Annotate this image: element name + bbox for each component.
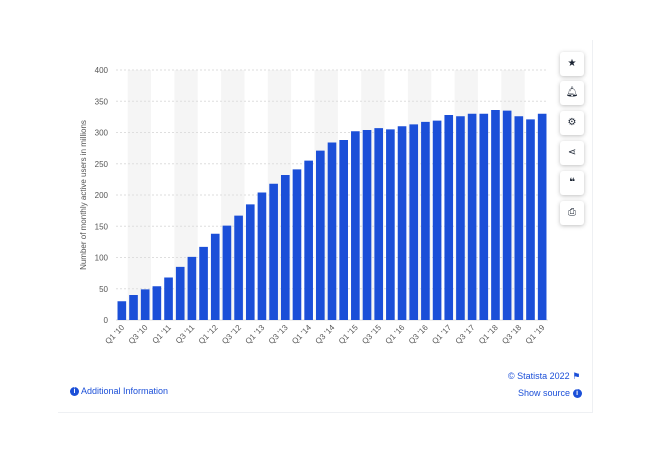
- bar: [514, 116, 524, 320]
- star-icon: ★: [567, 58, 577, 69]
- flag-icon: ⚑: [572, 372, 581, 382]
- print-icon: ⎙: [568, 207, 576, 218]
- bar: [351, 131, 360, 320]
- background-stripe: [127, 70, 152, 320]
- share-icon: ⋖: [567, 147, 577, 158]
- bar: [374, 128, 384, 320]
- bar: [234, 215, 243, 320]
- bar: [537, 113, 547, 320]
- bar: [327, 142, 337, 320]
- bar: [526, 119, 535, 320]
- x-tick-label: Q1 '14: [290, 323, 313, 346]
- settings-button[interactable]: ⚙: [560, 111, 584, 135]
- bar: [362, 130, 372, 320]
- x-tick-label: Q3 '15: [360, 323, 383, 346]
- x-tick-label: Q1 '13: [244, 323, 267, 346]
- bar: [152, 286, 162, 320]
- bar: [491, 110, 500, 320]
- bar: [269, 183, 278, 320]
- show-source-label: Show source: [518, 388, 571, 398]
- x-tick-label: Q1 '18: [477, 323, 500, 346]
- bar: [280, 175, 290, 320]
- bar: [199, 246, 208, 320]
- x-tick-label: Q3 '11: [174, 323, 197, 346]
- bar: [409, 124, 419, 320]
- bar: [421, 121, 430, 320]
- y-tick-label: 350: [95, 97, 109, 106]
- bar: [479, 113, 489, 320]
- bar: [456, 116, 465, 320]
- bar: [432, 120, 442, 320]
- bar: [304, 160, 313, 320]
- y-tick-label: 250: [95, 160, 109, 169]
- bar: [117, 301, 127, 320]
- info-icon: i: [572, 389, 582, 399]
- x-tick-label: Q3 '16: [407, 323, 430, 346]
- share-button[interactable]: ⋖: [560, 141, 584, 165]
- x-tick-label: Q1 '19: [524, 323, 547, 346]
- info-icon: i: [70, 387, 79, 397]
- x-tick-label: Q3 '14: [314, 323, 337, 346]
- bar: [164, 277, 173, 320]
- additional-information-link[interactable]: i Additional Information: [70, 386, 169, 397]
- bar: [316, 150, 325, 320]
- y-tick-label: 150: [95, 222, 109, 231]
- bar: [502, 110, 512, 320]
- x-tick-label: Q3 '13: [267, 323, 290, 346]
- gear-icon: ⚙: [567, 117, 577, 128]
- bar: [245, 204, 255, 320]
- y-tick-label: 200: [95, 191, 109, 200]
- bar: [339, 140, 348, 320]
- x-tick-label: Q3 '12: [220, 323, 243, 346]
- x-tick-label: Q1 '15: [337, 323, 360, 346]
- x-tick-label: Q3 '10: [127, 323, 150, 346]
- y-axis-label: Number of monthly active users in millio…: [79, 120, 88, 270]
- bar: [210, 233, 220, 320]
- bar: [222, 225, 232, 320]
- x-tick-label: Q1 '12: [197, 323, 220, 346]
- y-tick-label: 300: [95, 129, 109, 138]
- notification-button[interactable]: 🔔︎: [560, 81, 584, 105]
- bar: [187, 256, 197, 320]
- chart-card: 0 50 100 150 200 250 300 350 400 Q1 '10 Q3 '10 Q1 '…: [58, 40, 593, 413]
- show-source-link[interactable]: Show source i: [518, 388, 582, 399]
- bar: [397, 126, 407, 320]
- x-tick-label: Q3 '17: [454, 323, 477, 346]
- y-tick-label: 0: [104, 316, 109, 325]
- x-tick-label: Q3 '18: [500, 323, 523, 346]
- x-tick-label: Q1 '11: [151, 323, 174, 346]
- bar: [140, 289, 150, 320]
- copyright-link[interactable]: © Statista 2022 ⚑: [508, 371, 580, 382]
- x-tick-label: Q1 '17: [430, 323, 453, 346]
- bar: [129, 295, 138, 320]
- y-tick-label: 400: [95, 66, 109, 75]
- favorite-button[interactable]: ★: [560, 52, 584, 76]
- quote-icon: ❝: [569, 177, 575, 188]
- copyright-label: © Statista 2022: [508, 371, 570, 381]
- bar: [467, 113, 477, 320]
- print-button[interactable]: ⎙: [560, 201, 584, 225]
- bar: [444, 115, 454, 320]
- additional-information-label: Additional Information: [81, 386, 169, 396]
- bar: [386, 129, 395, 320]
- x-tick-label: Q1 '10: [103, 323, 126, 346]
- x-tick-label: Q1 '16: [384, 323, 407, 346]
- bar: [175, 266, 185, 320]
- y-tick-label: 50: [99, 285, 108, 294]
- y-tick-label: 100: [95, 254, 109, 263]
- cite-button[interactable]: ❝: [560, 171, 584, 195]
- bar: [292, 169, 302, 320]
- bar: [257, 192, 267, 320]
- bell-icon: 🔔︎: [565, 87, 579, 98]
